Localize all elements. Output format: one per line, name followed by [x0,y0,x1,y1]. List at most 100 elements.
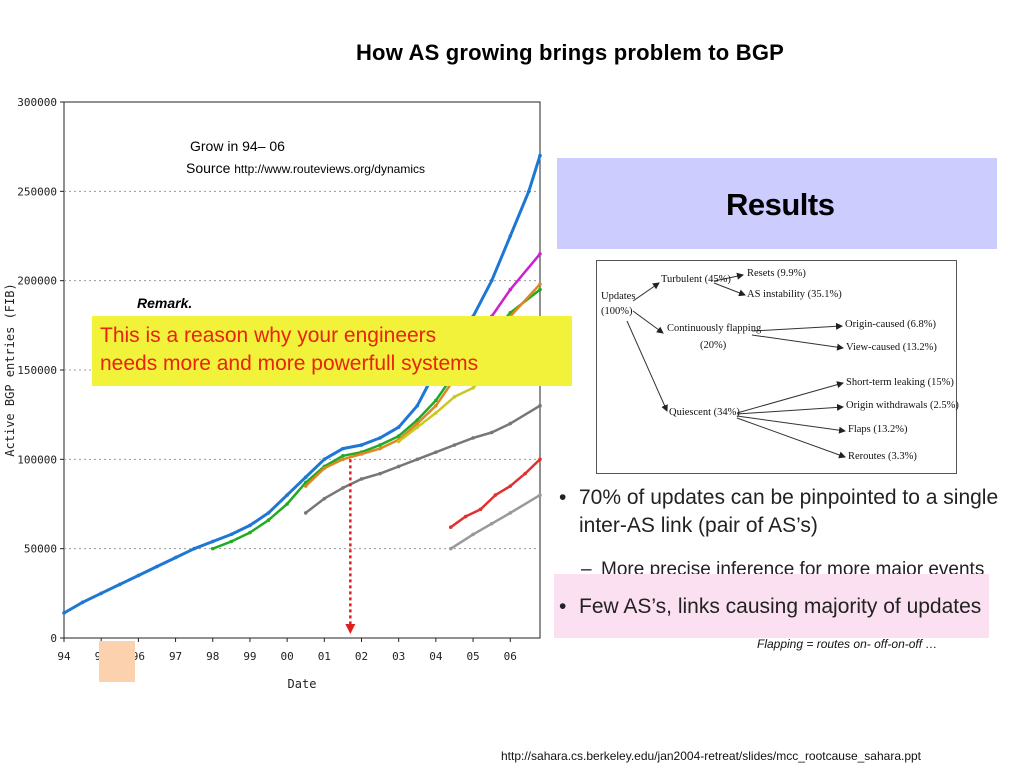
data-point-0 [192,546,196,551]
data-point-5 [448,525,453,530]
arrow-to-origin-withdrawals [736,403,844,415]
arrow-to-origin-caused [751,322,843,332]
bullet-pinpointed-line1: 70% of updates can be pinpointed to a si… [579,486,999,509]
data-point-2 [415,421,420,426]
data-point-0 [266,511,271,515]
flapping-note: Flapping = routes on- off-on-off … [757,637,938,651]
annotation-arrowhead [345,624,356,634]
data-point-2 [341,457,345,462]
data-point-4 [452,443,457,447]
tree-resets: Resets (9.9%) [747,268,806,279]
data-point-0 [210,539,215,544]
data-point-0 [396,425,401,429]
arrow-to-reroutes [736,417,846,459]
data-point-4 [359,477,364,481]
data-point-0 [508,234,513,238]
data-point-1 [415,418,420,422]
data-point-2 [434,403,438,408]
data-point-1 [378,443,382,447]
data-point-0 [173,555,178,560]
data-point-0 [538,153,542,158]
data-point-6 [508,511,513,515]
data-point-5 [478,507,483,512]
pink-highlight-box [554,574,989,638]
data-point-1 [229,539,234,544]
y-tick-label: 0 [50,632,57,645]
footer-url[interactable]: http://sahara.cs.berkeley.edu/jan2004-re… [501,749,922,763]
data-point-2 [538,282,542,287]
data-point-3 [538,252,542,256]
x-tick-label: 05 [466,650,479,663]
y-tick-label: 50000 [24,543,57,556]
bgp-growth-chart: 0500001000001500002000002500003000009495… [0,90,550,700]
data-point-3 [508,287,513,292]
data-point-5 [463,514,468,519]
arrow-to-flaps [736,415,846,434]
data-point-2 [303,484,308,488]
callout-box: This is a reason why your engineers need… [92,316,572,386]
tree-arrows [626,272,846,459]
arrow-to-view-caused [751,334,844,351]
x-tick-label: 97 [169,650,182,663]
y-tick-label: 200000 [17,275,57,288]
data-point-4 [489,430,494,435]
source-note: Source http://www.routeviews.org/dynamic… [186,160,425,176]
source-label: Source [186,160,231,176]
data-point-4 [378,471,382,476]
data-point-0 [341,446,345,451]
results-title: Results [726,187,835,222]
data-point-7 [415,425,420,429]
data-point-0 [285,493,289,497]
data-point-1 [434,398,438,403]
data-point-1 [210,546,215,551]
arrow-to-turbulent [632,282,660,302]
data-point-4 [341,486,345,490]
data-point-1 [396,434,401,438]
data-point-1 [341,453,345,458]
arrow-to-as-instability [713,282,746,297]
data-point-0 [303,475,308,480]
tree-root-line1: Updates [601,291,636,302]
arrow-to-resets [713,272,744,282]
data-point-0 [99,591,103,596]
data-point-0 [117,582,122,587]
tree-root-line2: (100%) [601,306,633,317]
dash-icon: – [581,559,592,580]
bullet-few-as-text: Few AS’s, links causing majority of upda… [579,595,982,618]
x-tick-label: 06 [504,650,517,663]
data-point-4 [322,496,327,501]
y-tick-label: 150000 [17,364,57,377]
bullet-few-as: • Few AS’s, links causing majority of up… [559,593,982,621]
tree-short-term: Short-term leaking (15%) [846,377,954,388]
data-point-0 [489,278,494,283]
data-point-6 [538,493,542,497]
data-point-4 [415,457,420,462]
data-point-6 [471,532,475,537]
arrow-to-cont-flapping [632,310,664,334]
y-tick-label: 250000 [17,185,57,198]
y-tick-label: 100000 [17,453,57,466]
data-point-0 [80,600,85,605]
x-tick-label: 94 [57,650,71,663]
data-point-0 [322,457,327,462]
data-point-1 [266,518,271,522]
data-point-4 [396,464,401,469]
data-point-7 [434,411,438,415]
data-point-4 [471,436,475,440]
x-tick-label: 00 [281,650,294,663]
data-point-0 [248,523,252,528]
series-line-6 [450,494,541,550]
data-point-7 [471,386,475,390]
remark-label: Remark. [137,295,193,311]
bullet-pinpointed-line2: inter-AS link (pair of AS’s) [579,514,818,537]
tree-turbulent: Turbulent (45%) [661,274,731,285]
arrow-to-quiescent [626,320,668,412]
data-point-5 [493,493,498,497]
x-tick-label: 02 [355,650,368,663]
highlight-marker [99,641,135,682]
data-point-1 [248,530,252,535]
data-point-5 [538,457,542,462]
data-point-2 [378,446,382,451]
slide-title: How AS growing brings problem to BGP [355,40,785,65]
source-url[interactable]: http://www.routeviews.org/dynamics [234,162,425,176]
